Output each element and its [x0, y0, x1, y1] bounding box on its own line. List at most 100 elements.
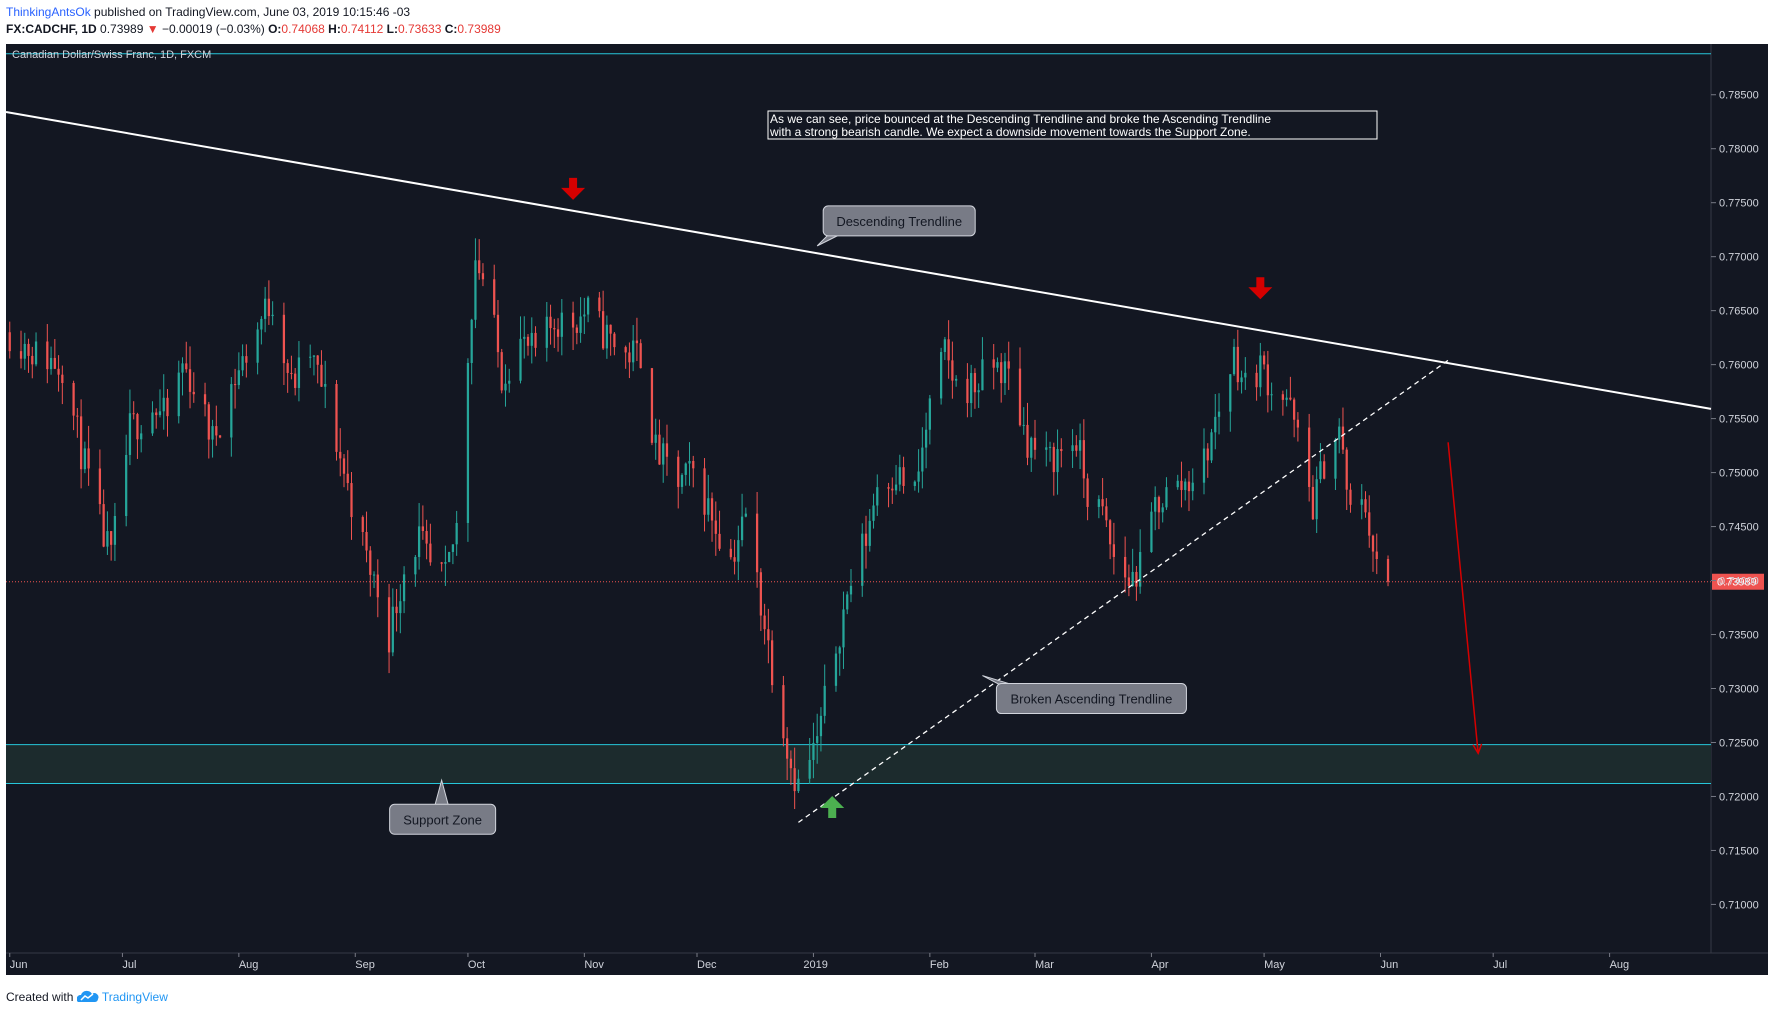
candle-bull [1003, 352, 1007, 395]
candle-body [598, 297, 601, 312]
candles [8, 238, 1390, 810]
candle-body [534, 332, 537, 348]
candle-bear [973, 368, 977, 409]
candle-body [1217, 411, 1221, 417]
candle-body [549, 316, 552, 329]
candle-body [155, 412, 158, 416]
candle-body [1022, 424, 1025, 426]
candle-bull [34, 332, 38, 367]
candle-bear [1082, 419, 1085, 499]
time-tick-label: Sep [355, 959, 375, 971]
candle-body [872, 505, 875, 521]
candle-bull [391, 588, 394, 657]
candle-body [530, 332, 533, 346]
candle-bear [102, 489, 105, 548]
candle-body [575, 327, 578, 333]
candle-bear [496, 300, 500, 368]
candle-bull [448, 551, 451, 563]
candle-bear [218, 434, 222, 439]
candle-bull [1240, 370, 1243, 394]
candle-body [526, 336, 530, 346]
candle-body [218, 435, 222, 438]
candle-body [508, 380, 511, 384]
candle-bull [451, 544, 455, 565]
candle-bear [481, 263, 485, 287]
candle-body [797, 778, 800, 792]
candle-body [740, 516, 744, 541]
candle-bear [27, 338, 30, 373]
author-link[interactable]: ThinkingAntsOk [6, 5, 91, 19]
candle-body [1048, 446, 1052, 448]
candle-body [113, 515, 117, 545]
candle-body [703, 468, 706, 515]
candle-body [1289, 397, 1292, 400]
candle-body [294, 373, 297, 388]
candle-body [290, 372, 293, 374]
candle-bull [324, 360, 327, 409]
candle-bull [444, 545, 447, 586]
candle-bear [1281, 390, 1284, 416]
candle-body [365, 531, 368, 551]
tradingview-brand[interactable]: TradingView [101, 990, 168, 1004]
candle-body [203, 394, 207, 405]
price-tick-label: 0.73500 [1719, 630, 1759, 642]
candle-bear [110, 531, 113, 561]
candle-body [166, 397, 169, 417]
candle-bull [162, 374, 165, 430]
candle-bull [583, 297, 586, 335]
candle-bear [1345, 447, 1348, 510]
candle-body [260, 318, 263, 330]
candle-bull [1071, 429, 1074, 468]
candle-body [1033, 437, 1037, 450]
candle-bull [530, 317, 533, 364]
candle-bear [339, 428, 342, 477]
candle-body [316, 355, 319, 365]
candle-body [1281, 394, 1284, 400]
candle-bear [624, 345, 627, 369]
candle-body [1026, 424, 1029, 458]
candle-bear [493, 264, 496, 318]
candle-bull [1030, 436, 1033, 472]
candle-body [1202, 448, 1206, 483]
candle-body [1045, 447, 1048, 450]
candle-body [1375, 551, 1378, 560]
candle-bear [440, 561, 443, 572]
candle-bull [917, 449, 920, 493]
price-axis: 0.71000 0.71500 0.72000 0.72500 0.73000 0.735… [1711, 90, 1759, 911]
candle-bear [1105, 498, 1108, 528]
candle-bear [703, 458, 706, 532]
candle-body [241, 356, 244, 371]
candle-body [966, 378, 969, 404]
candle-bull [872, 493, 875, 529]
candlestick-chart[interactable]: 0.73989 Descending Trendline Broken Ascend… [0, 44, 1772, 976]
candle-bull [181, 357, 184, 396]
candle-bull [996, 357, 999, 373]
candle-body [688, 460, 691, 464]
price-tick-label: 0.77000 [1719, 252, 1759, 264]
candle-body [767, 629, 770, 641]
price-tick-label: 0.76000 [1719, 360, 1759, 372]
candle-body [819, 715, 823, 737]
candle-bear [207, 401, 210, 459]
candle-body [1345, 449, 1348, 490]
candle-bear [902, 456, 905, 494]
candle-bull [849, 569, 853, 603]
candle-bull [913, 480, 916, 491]
candle-bear [1323, 454, 1326, 480]
price-tick-label: 0.73000 [1719, 684, 1759, 696]
candle-bear [549, 304, 552, 345]
callout-2: Broken Ascending Trendline [982, 675, 1187, 715]
time-tick-label: Mar [1035, 959, 1054, 971]
candle-bear [31, 346, 34, 379]
candle-body [816, 736, 819, 743]
candle-bull [876, 474, 879, 516]
candle-bull [838, 645, 841, 676]
candle-bull [1131, 548, 1134, 587]
candle-body [1030, 437, 1033, 458]
candle-body [72, 383, 75, 416]
candle-bull [579, 297, 582, 343]
candle-body [951, 360, 954, 381]
candle-bear [342, 454, 346, 488]
candle-bull [241, 344, 244, 377]
candle-body [474, 260, 477, 320]
